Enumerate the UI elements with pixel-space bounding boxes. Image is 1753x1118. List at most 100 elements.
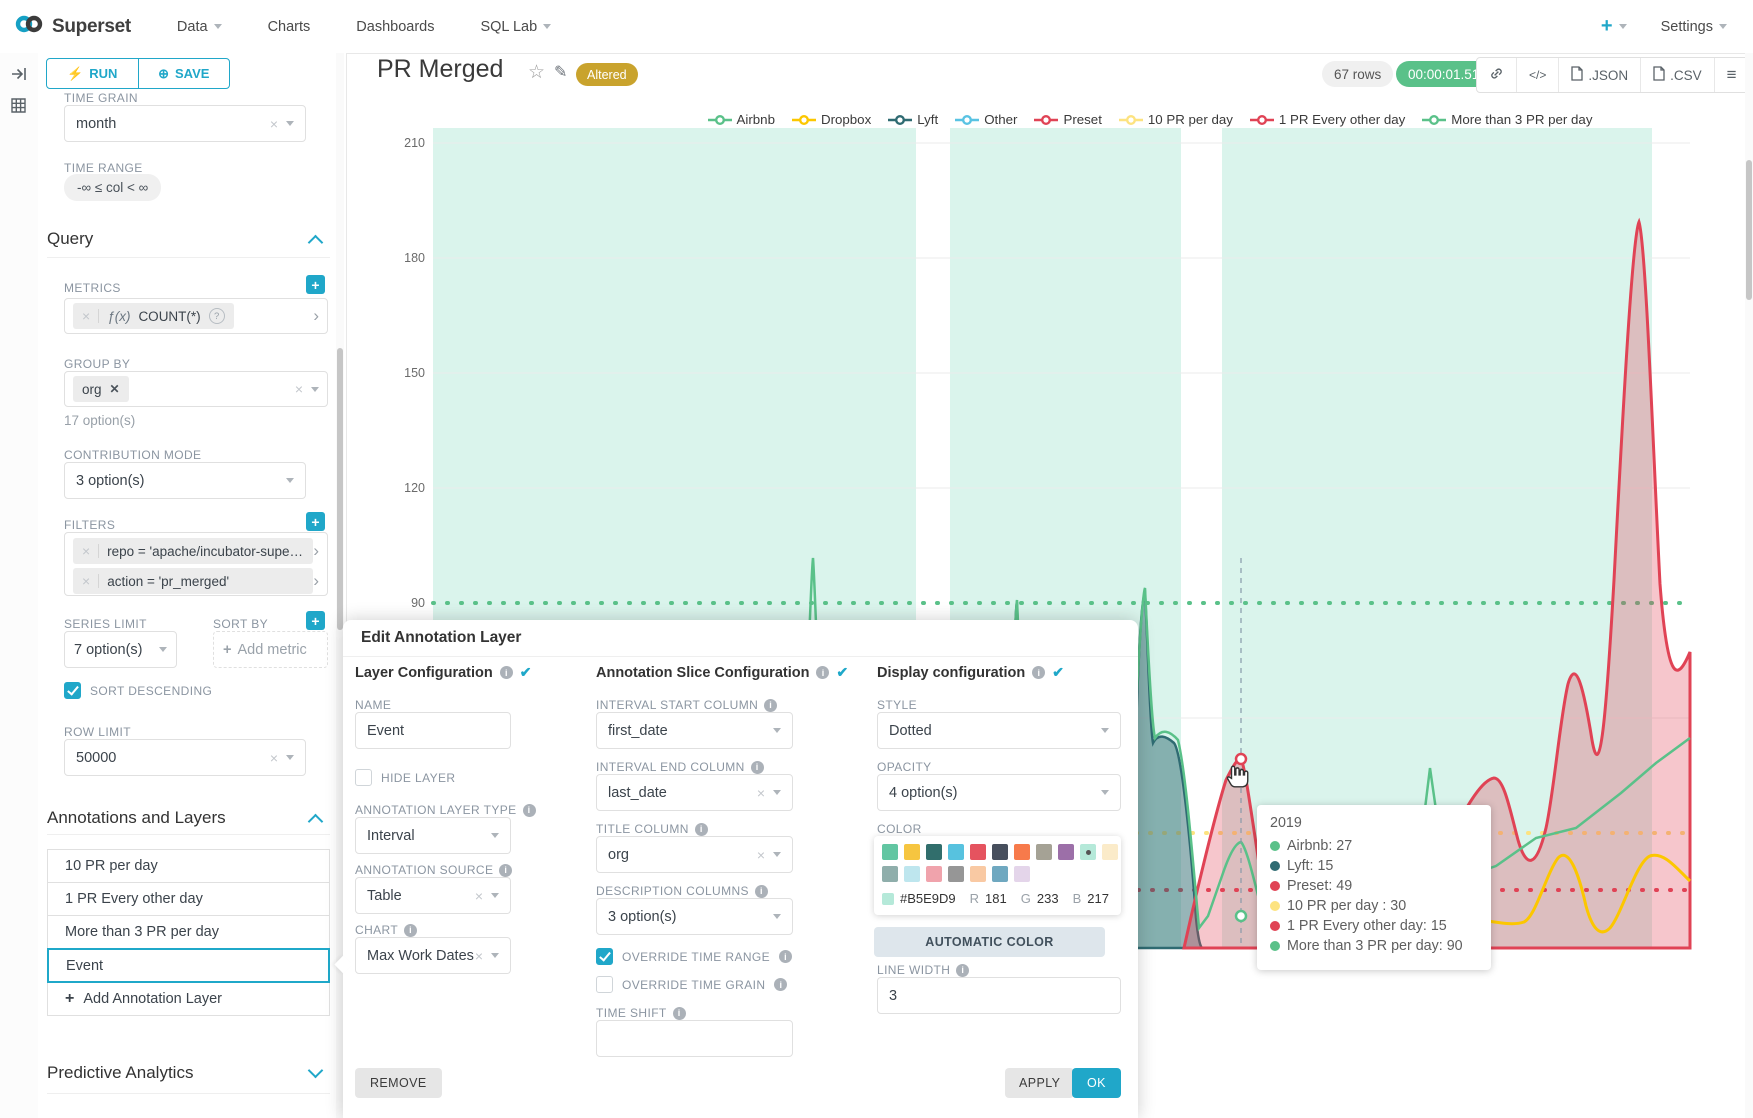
legend-item[interactable]: Other <box>955 112 1017 127</box>
line-width-input[interactable] <box>877 977 1121 1014</box>
clear-icon[interactable]: × <box>294 381 303 397</box>
clear-icon[interactable]: × <box>474 947 483 964</box>
save-button[interactable]: ⊕ SAVE <box>158 65 210 82</box>
series-limit-select[interactable]: 7 option(s) <box>64 631 177 668</box>
color-swatch[interactable] <box>948 866 964 882</box>
info-icon[interactable]: i <box>522 803 536 817</box>
clear-icon[interactable]: × <box>474 887 483 904</box>
legend-item[interactable]: Dropbox <box>791 112 871 127</box>
annotation-layer-item[interactable]: More than 3 PR per day <box>47 915 330 949</box>
add-filter-button[interactable]: + <box>306 512 325 531</box>
legend-item[interactable]: Airbnb <box>707 112 775 127</box>
annotation-layer-item-selected[interactable]: Event <box>47 948 330 983</box>
clear-icon[interactable]: × <box>756 784 765 801</box>
color-swatch[interactable] <box>948 844 964 860</box>
hide-layer-checkbox-row[interactable]: HIDE LAYER <box>355 769 455 786</box>
apply-button[interactable]: APPLY <box>1005 1068 1075 1098</box>
export-csv-button[interactable]: .CSV <box>1640 58 1714 92</box>
title-column-select[interactable]: org × <box>596 836 793 873</box>
nav-charts[interactable]: Charts <box>267 18 311 35</box>
nav-data[interactable]: Data <box>177 19 222 35</box>
row-limit-select[interactable]: 50000 × <box>64 739 306 776</box>
collapse-panel-icon[interactable] <box>10 65 28 88</box>
nav-new-button[interactable]: + <box>1601 15 1627 38</box>
color-swatch[interactable] <box>926 866 942 882</box>
copy-link-button[interactable] <box>1477 58 1516 92</box>
contribution-mode-select[interactable]: 3 option(s) <box>64 462 306 499</box>
edit-properties-icon[interactable]: ✎ <box>554 64 568 81</box>
legend-item[interactable]: More than 3 PR per day <box>1422 112 1592 127</box>
color-swatch[interactable] <box>882 844 898 860</box>
color-swatch[interactable] <box>882 866 898 882</box>
add-metric-button[interactable]: + <box>306 275 325 294</box>
color-swatch[interactable] <box>1036 844 1052 860</box>
metrics-field[interactable]: × ƒ(x) COUNT(*) ? › <box>64 298 328 334</box>
color-swatch[interactable] <box>1014 866 1030 882</box>
add-sort-metric-button[interactable]: + <box>306 611 325 630</box>
expand-chevron-icon[interactable] <box>307 1062 324 1079</box>
info-icon[interactable]: i <box>750 760 764 774</box>
color-swatch[interactable] <box>992 866 1008 882</box>
r-value[interactable]: 181 <box>985 891 1007 906</box>
expand-filter-icon[interactable]: › <box>313 571 319 590</box>
interval-start-column-select[interactable]: first_date <box>596 712 793 749</box>
info-icon[interactable]: i <box>694 822 708 836</box>
info-icon[interactable]: i <box>754 884 768 898</box>
time-range-pill[interactable]: -∞ ≤ col < ∞ <box>64 174 162 201</box>
datasource-grid-icon[interactable] <box>10 97 27 119</box>
annotation-layer-type-select[interactable]: Interval <box>355 817 511 854</box>
remove-filter-icon[interactable]: × <box>82 573 91 589</box>
superset-logo[interactable]: Superset <box>14 13 131 40</box>
remove-metric-icon[interactable]: × <box>82 308 91 324</box>
ok-button[interactable]: OK <box>1072 1068 1121 1098</box>
color-swatch[interactable] <box>970 866 986 882</box>
expand-filter-icon[interactable]: › <box>313 541 319 560</box>
color-swatch[interactable] <box>904 844 920 860</box>
color-swatch[interactable] <box>904 866 920 882</box>
more-options-menu-icon[interactable]: ≡ <box>1713 58 1749 92</box>
clear-icon[interactable]: × <box>756 846 765 863</box>
embed-code-button[interactable]: </> <box>1516 58 1558 92</box>
remove-button[interactable]: REMOVE <box>355 1068 442 1098</box>
color-swatch-selected[interactable] <box>1080 844 1096 860</box>
info-icon[interactable]: i <box>404 923 418 937</box>
metric-pill[interactable]: × ƒ(x) COUNT(*) ? <box>73 303 234 329</box>
nav-settings[interactable]: Settings <box>1661 19 1727 35</box>
g-value[interactable]: 233 <box>1036 891 1059 906</box>
annotation-source-select[interactable]: Table × <box>355 877 511 914</box>
description-columns-select[interactable]: 3 option(s) <box>596 898 793 935</box>
name-input[interactable] <box>355 712 511 749</box>
nav-dashboards[interactable]: Dashboards <box>356 18 435 35</box>
favorite-star-icon[interactable]: ☆ <box>528 62 546 83</box>
chart-select[interactable]: Max Work Dates × <box>355 937 511 974</box>
run-button[interactable]: ⚡ RUN <box>47 59 139 88</box>
color-swatch[interactable] <box>1014 844 1030 860</box>
remove-tag-icon[interactable]: ✕ <box>109 382 120 396</box>
checkbox-unchecked-icon[interactable] <box>355 769 372 786</box>
window-scrollbar-thumb[interactable] <box>1746 160 1752 300</box>
legend-item[interactable]: Preset <box>1034 112 1102 127</box>
panel-scrollbar-thumb[interactable] <box>337 348 343 630</box>
altered-badge[interactable]: Altered <box>576 63 638 86</box>
info-icon[interactable]: i <box>1032 666 1046 679</box>
annotation-layer-item[interactable]: 1 PR Every other day <box>47 882 330 916</box>
time-shift-input[interactable] <box>596 1020 793 1057</box>
export-json-button[interactable]: .JSON <box>1558 58 1640 92</box>
interval-end-column-select[interactable]: last_date × <box>596 774 793 811</box>
color-swatch[interactable] <box>926 844 942 860</box>
info-icon[interactable]: i <box>499 666 513 679</box>
checkbox-checked-icon[interactable] <box>64 682 81 699</box>
remove-filter-icon[interactable]: × <box>82 543 91 559</box>
legend-item[interactable]: Lyft <box>888 112 938 127</box>
opacity-select[interactable]: 4 option(s) <box>877 774 1121 811</box>
info-icon[interactable]: i <box>672 1006 686 1020</box>
info-icon[interactable]: i <box>499 863 513 877</box>
annotation-layer-item[interactable]: 10 PR per day <box>47 849 330 883</box>
window-scrollbar-track[interactable] <box>1745 53 1753 1118</box>
info-icon[interactable]: i <box>774 978 788 991</box>
time-grain-select[interactable]: month × <box>64 105 306 142</box>
legend-item[interactable]: 10 PR per day <box>1118 112 1233 127</box>
hex-value[interactable]: #B5E9D9 <box>900 891 956 906</box>
group-by-tag[interactable]: org ✕ <box>73 376 129 402</box>
legend-item[interactable]: 1 PR Every other day <box>1249 112 1405 127</box>
